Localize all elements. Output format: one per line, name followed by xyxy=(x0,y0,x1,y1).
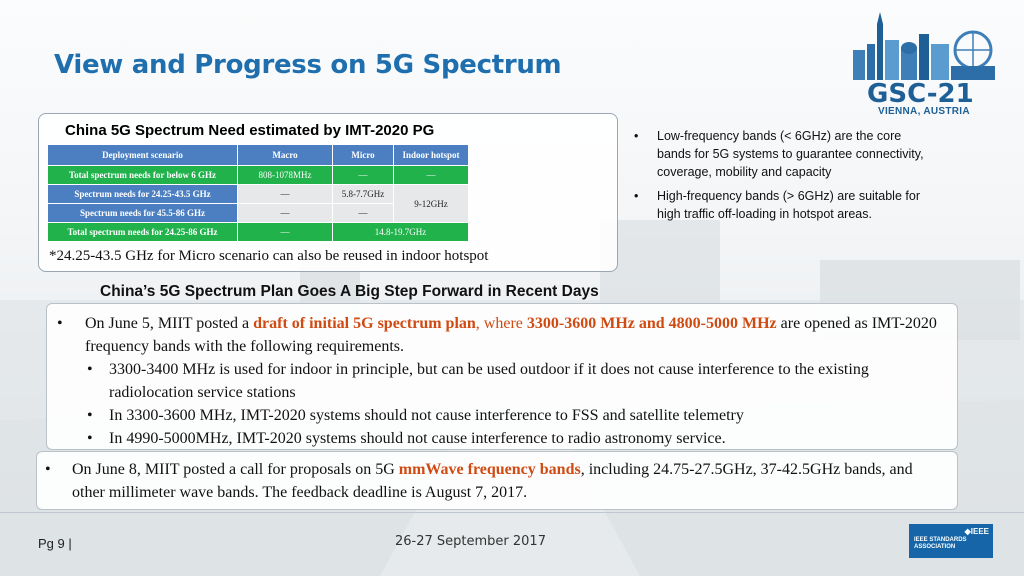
bullet-text: On June 5, MIIT posted a draft of initia… xyxy=(85,312,947,358)
gsc21-logo: GSC-21 xyxy=(853,12,995,109)
ieee-sa-logo: ◆IEEE IEEE STANDARDS ASSOCIATION xyxy=(909,524,993,558)
footer-date: 26-27 September 2017 xyxy=(395,534,546,549)
text-run: are opened as IMT-2020 frequency bands w… xyxy=(85,315,937,355)
table-header: Indoor hotspot xyxy=(393,144,469,166)
slide-title: View and Progress on 5G Spectrum xyxy=(54,50,562,80)
highlight-mmwave: mmWave frequency bands xyxy=(398,461,581,478)
table-cell: — xyxy=(332,203,394,223)
plan-box-june8: • On June 8, MIIT posted a call for prop… xyxy=(36,451,958,510)
footer-divider xyxy=(0,512,1024,513)
list-item: Low-frequency bands (< 6GHz) are the cor… xyxy=(632,127,927,181)
table-cell: 5.8-7.7GHz xyxy=(332,184,394,204)
table-cell: — xyxy=(237,203,333,223)
table-footnote: *24.25-43.5 GHz for Micro scenario can a… xyxy=(49,248,489,264)
table-row: Total spectrum needs for 24.25-86 GHz — … xyxy=(47,222,469,242)
table-row: Spectrum needs for 45.5-86 GHz — — xyxy=(47,203,469,223)
bullet-marker: • xyxy=(87,430,93,447)
bullet-marker: • xyxy=(45,461,51,478)
table-cell: 14.8-19.7GHz xyxy=(332,222,469,242)
ieee-sa-text: IEEE STANDARDS ASSOCIATION xyxy=(914,537,967,550)
spectrum-need-table: Deployment scenario Macro Micro Indoor h… xyxy=(47,144,469,242)
table-cell: 808-1078MHz xyxy=(237,165,333,185)
sub-bullet: In 3300-3600 MHz, IMT-2020 systems shoul… xyxy=(109,407,744,424)
sub-bullet: In 4990-5000MHz, IMT-2020 systems should… xyxy=(109,430,726,447)
spectrum-need-panel: China 5G Spectrum Need estimated by IMT-… xyxy=(38,113,618,272)
table-header-row: Deployment scenario Macro Micro Indoor h… xyxy=(47,144,469,166)
highlight-plan: draft of initial 5G spectrum plan xyxy=(253,315,476,332)
page-number: Pg 9 | xyxy=(38,536,72,551)
highlight-bands: 3300-3600 MHz and 4800-5000 MHz xyxy=(526,315,777,332)
table-cell: Total spectrum needs for 24.25-86 GHz xyxy=(47,222,238,242)
bullet-text: On June 8, MIIT posted a call for propos… xyxy=(72,458,942,504)
list-item: High-frequency bands (> 6GHz) are suitab… xyxy=(632,187,927,223)
table-cell: — xyxy=(332,165,394,185)
table-cell: 9-12GHz xyxy=(393,184,469,223)
text-run: On June 8, MIIT posted a call for propos… xyxy=(72,461,399,478)
table-cell: — xyxy=(237,222,333,242)
table-cell: Total spectrum needs for below 6 GHz xyxy=(47,165,238,185)
text-run: On June 5, MIIT posted a xyxy=(85,315,254,332)
bullet-marker: • xyxy=(57,315,63,332)
plan-heading: China’s 5G Spectrum Plan Goes A Big Step… xyxy=(100,283,599,300)
text-run: , including 24.75-27.5GHz, 37-42.5GHz ba… xyxy=(72,461,913,501)
table-header: Micro xyxy=(332,144,394,166)
table-row: Total spectrum needs for below 6 GHz 808… xyxy=(47,165,469,185)
table-cell: Spectrum needs for 45.5-86 GHz xyxy=(47,203,238,223)
table-cell: — xyxy=(393,165,469,185)
logo-text: GSC-21 xyxy=(867,79,974,109)
plan-box-june5: • On June 5, MIIT posted a draft of init… xyxy=(46,303,958,450)
bullet-marker: • xyxy=(87,407,93,424)
logo-location: VIENNA, AUSTRIA xyxy=(878,106,970,117)
table-cell: Spectrum needs for 24.25-43.5 GHz xyxy=(47,184,238,204)
bullet-marker: • xyxy=(87,361,93,378)
table-header: Deployment scenario xyxy=(47,144,238,166)
table-row: Spectrum needs for 24.25-43.5 GHz — 5.8-… xyxy=(47,184,469,223)
ieee-logo-text: ◆IEEE xyxy=(964,527,989,536)
table-cell: — xyxy=(237,184,333,204)
text-run: , where xyxy=(475,315,527,332)
side-bullet-list: Low-frequency bands (< 6GHz) are the cor… xyxy=(632,127,927,229)
panel-title: China 5G Spectrum Need estimated by IMT-… xyxy=(65,122,435,139)
sub-bullet: 3300-3400 MHz is used for indoor in prin… xyxy=(109,361,869,401)
table-header: Macro xyxy=(237,144,333,166)
